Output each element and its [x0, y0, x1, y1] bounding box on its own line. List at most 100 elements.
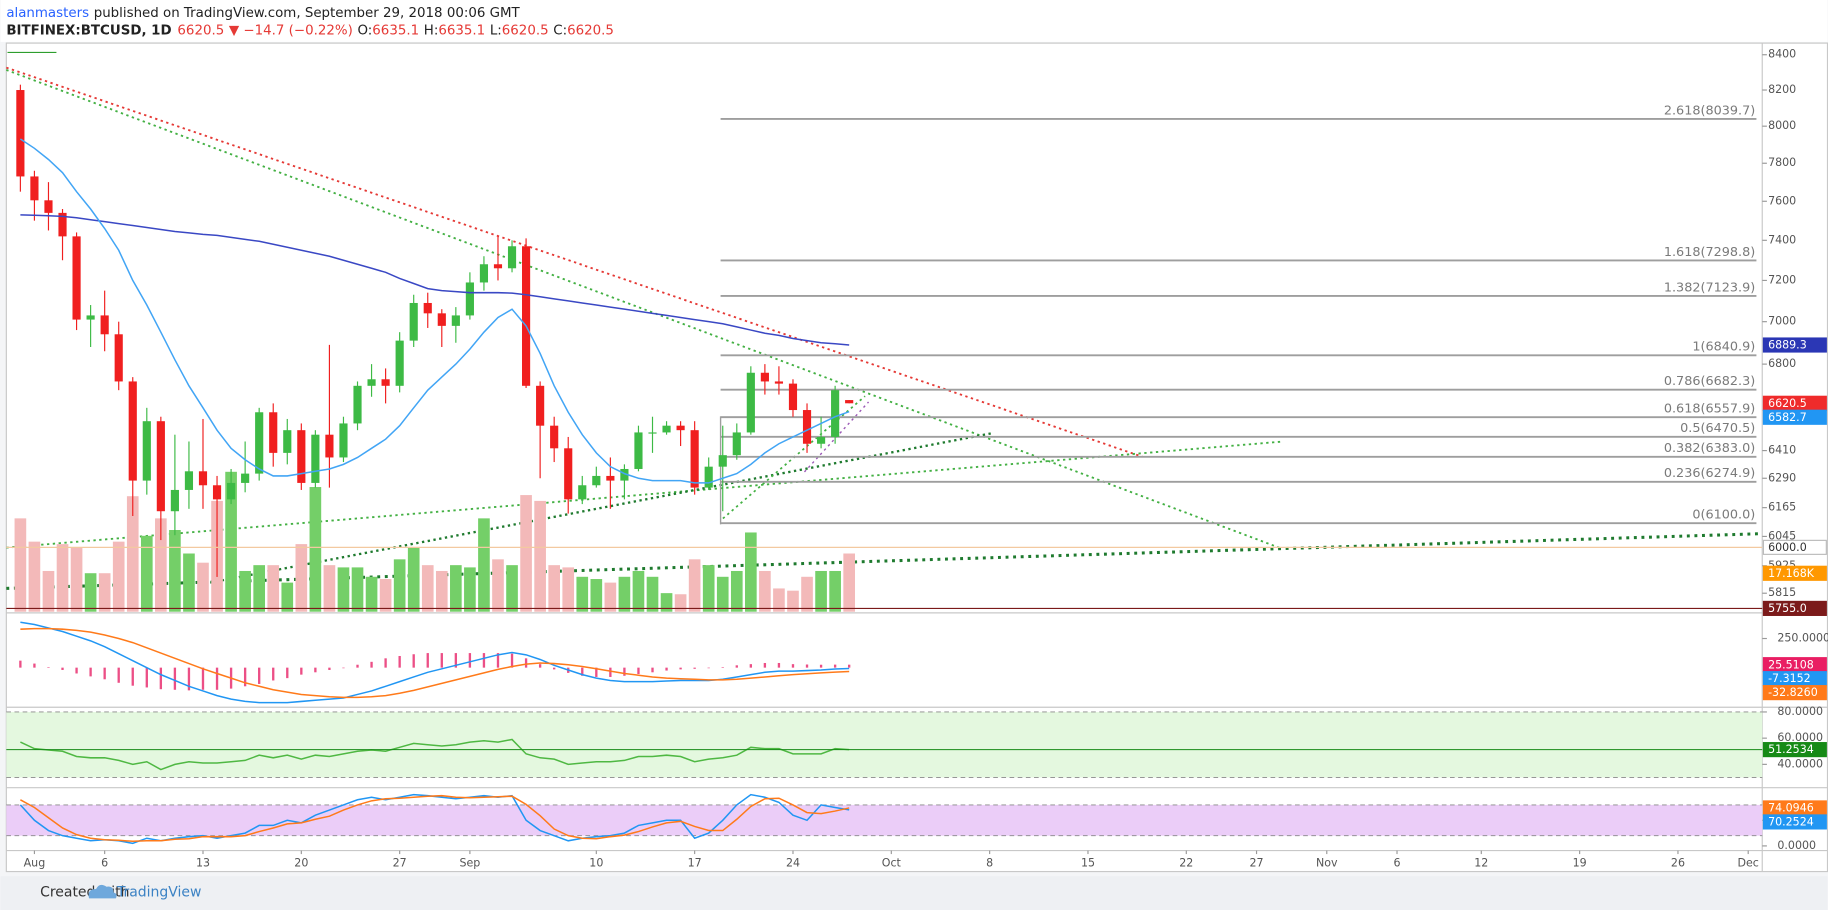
histogram-bar — [173, 667, 177, 690]
candle-body — [72, 236, 81, 320]
volume-bar — [239, 570, 251, 612]
histogram-bar — [286, 667, 289, 679]
candle-body — [114, 334, 123, 382]
histogram-bar — [693, 667, 696, 669]
y-tick-label: 7400 — [1768, 233, 1796, 246]
x-tick-label: 24 — [786, 856, 800, 869]
trend-line — [210, 432, 992, 584]
y-tick-label: 7000 — [1768, 315, 1796, 328]
candle-body — [845, 400, 854, 404]
candle-body — [507, 246, 517, 269]
candle-body — [227, 482, 236, 500]
footer-brand[interactable]: TradingView — [116, 885, 201, 901]
volume-bar — [197, 562, 209, 612]
candle-body — [634, 432, 643, 469]
volume-bar — [225, 471, 237, 612]
histogram-bar — [356, 664, 359, 668]
x-tick-label: 6 — [1393, 856, 1400, 869]
candle-body — [325, 434, 334, 458]
histogram-bar — [637, 667, 640, 675]
candle-body — [648, 432, 657, 434]
fib-label: 0(6100.0) — [1692, 508, 1755, 523]
y-tick-label: 7600 — [1768, 194, 1796, 207]
histogram-bar — [819, 664, 823, 668]
histogram-bar — [538, 664, 542, 668]
candle-body — [522, 246, 531, 386]
volume-bar — [688, 559, 701, 612]
volume-bar — [309, 487, 322, 612]
price-tag — [1762, 600, 1827, 616]
price-tag-label: 6620.5 — [1768, 397, 1807, 410]
brand-logo[interactable] — [88, 884, 117, 899]
histogram-bar — [805, 664, 809, 668]
histogram-bar — [300, 667, 303, 675]
volume-bar — [576, 576, 589, 612]
histogram-bar — [553, 667, 556, 670]
volume-bar — [646, 576, 659, 612]
candle-body — [311, 434, 320, 483]
candle-body — [718, 455, 727, 467]
price-tag-label: 5755.0 — [1768, 602, 1807, 615]
candle-body — [269, 412, 278, 453]
candle-body — [409, 302, 418, 341]
last-price: 6620.5 — [177, 23, 224, 38]
price-tag — [1762, 742, 1827, 758]
histogram-bar — [33, 663, 36, 668]
ohlc-value: 6635.1 — [372, 23, 419, 38]
candle-body — [283, 430, 292, 453]
x-tick-label: 26 — [1671, 856, 1685, 869]
candle-body — [16, 90, 25, 177]
histogram-bar — [848, 664, 851, 668]
candle-body — [802, 410, 812, 444]
x-tick-label: 10 — [589, 856, 603, 869]
volume-bar — [337, 567, 350, 612]
histogram-bar — [272, 667, 275, 681]
author[interactable]: alanmasters — [6, 6, 89, 21]
histogram-bar — [749, 664, 753, 668]
candle-body — [297, 430, 306, 483]
volume-bar — [604, 582, 617, 612]
x-tick-label: 27 — [1250, 856, 1264, 869]
trend-line — [6, 66, 1143, 458]
y-tick-label: 5815 — [1768, 586, 1796, 599]
candle-body — [451, 315, 460, 326]
candle-body — [367, 379, 376, 386]
fib-label: 0.786(6682.3) — [1664, 374, 1755, 389]
histogram-bar — [103, 667, 106, 680]
volume-bar — [730, 570, 743, 612]
volume-bar — [435, 570, 448, 612]
candle-body — [381, 379, 390, 386]
x-tick-label: 12 — [1474, 856, 1488, 869]
candle-body — [690, 430, 699, 488]
candle-body — [465, 282, 474, 316]
header-line-2: BITFINEX:BTCUSD, 1D 6620.5 ▼ −14.7 (−0.22%… — [6, 23, 614, 38]
price-tag-label: 17.168K — [1768, 567, 1815, 580]
candle-body — [156, 421, 165, 512]
histogram-bar — [651, 667, 654, 673]
volume-bar — [773, 588, 785, 612]
histogram-bar — [398, 655, 401, 668]
volume-bar — [281, 582, 294, 612]
histogram-bar — [258, 667, 261, 684]
volume-bar — [520, 495, 532, 612]
histogram-bar — [75, 667, 78, 674]
indicator-line — [20, 738, 850, 771]
histogram-bar — [145, 667, 148, 688]
price-tag — [1762, 409, 1827, 425]
indicator-line — [20, 794, 850, 843]
volume-bar — [112, 541, 125, 612]
trend-line — [6, 532, 1763, 590]
change: ▼ −14.7 (−0.22%) — [229, 23, 353, 38]
histogram-bar — [524, 658, 528, 668]
histogram-bar — [61, 667, 64, 670]
x-tick-label: 17 — [688, 856, 702, 869]
volume-bar — [829, 570, 841, 612]
x-tick-label: 20 — [294, 856, 308, 869]
volume-bar — [323, 565, 336, 612]
volume-bar — [759, 570, 771, 612]
volume-bar — [169, 530, 181, 612]
volume-bar — [590, 579, 603, 612]
candle-body — [564, 448, 573, 500]
histogram-bar — [665, 667, 668, 671]
